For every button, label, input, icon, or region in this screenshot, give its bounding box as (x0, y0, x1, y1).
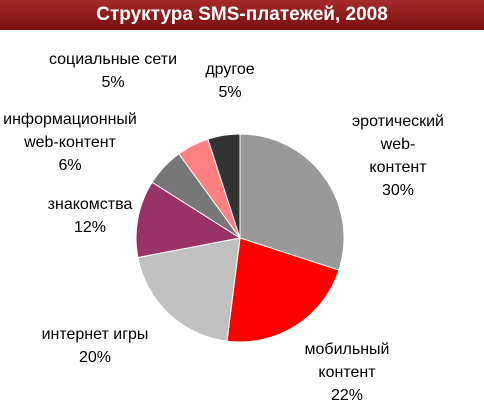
slice-label: знакомства 12% (48, 193, 133, 239)
pie-slice (207, 133, 241, 239)
pie-slice (226, 237, 340, 343)
value-label: 5% (218, 84, 242, 101)
value-label: 30% (381, 182, 415, 199)
value-label: 12% (73, 219, 107, 236)
category-label: другое (205, 61, 255, 78)
value-label: 6% (58, 157, 82, 174)
pie-slice (239, 133, 345, 271)
category-label: знакомства (47, 196, 133, 213)
slice-label: социальные сети 5% (49, 48, 177, 94)
slice-label: мобильный контент 22% (305, 338, 390, 407)
category-label: мобильный контент (304, 341, 390, 381)
category-label: эротический web- контент (352, 113, 444, 176)
slice-label: интернет игры 20% (42, 323, 149, 369)
value-label: 22% (330, 387, 364, 404)
category-label: социальные сети (48, 51, 178, 68)
slice-label: другое 5% (205, 58, 254, 104)
pie-slice (137, 237, 241, 342)
slice-label: информационный web-контент 6% (3, 108, 137, 177)
category-label: интернет игры (41, 326, 149, 343)
slice-label: эротический web- контент 30% (352, 110, 444, 202)
chart-title: Структура SMS-платежей, 2008 (0, 0, 484, 30)
pie-slice (135, 181, 242, 259)
value-label: 20% (78, 349, 112, 366)
category-label: информационный web-контент (3, 111, 137, 151)
value-label: 5% (101, 74, 125, 91)
